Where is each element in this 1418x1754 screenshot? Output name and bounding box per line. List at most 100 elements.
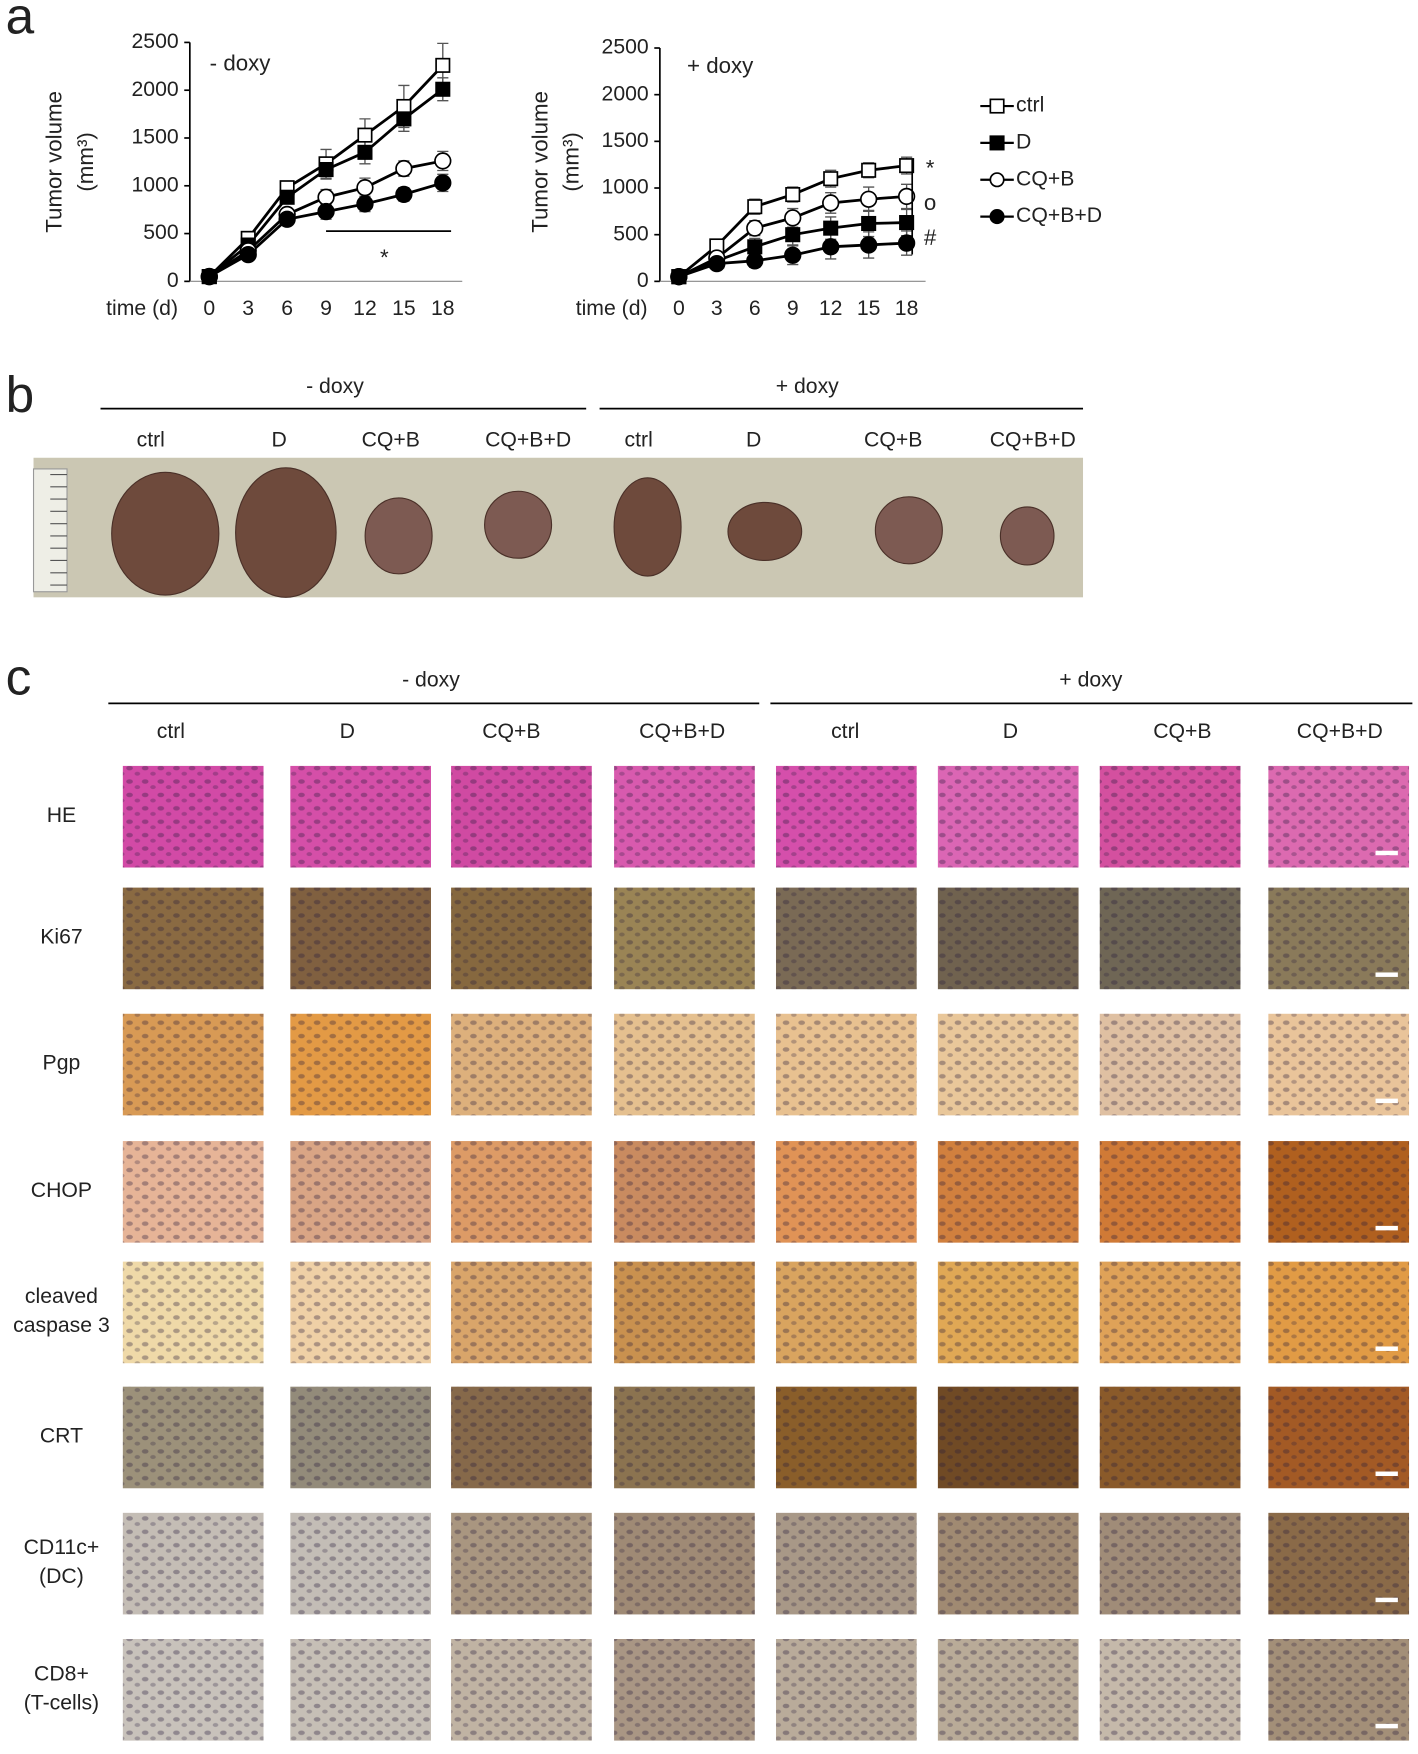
marker [746,252,764,270]
marker [784,246,802,264]
micrograph-texture [1268,1261,1410,1364]
row-label: caspase 3 [13,1314,110,1337]
micrograph-texture [614,887,755,990]
micrograph-texture [775,1639,917,1741]
micrograph-texture [614,1141,755,1243]
x-tick-label: 6 [749,297,761,320]
marker [899,215,915,231]
x-tick-label: 9 [787,297,799,320]
micrograph-texture [1099,1013,1241,1116]
micrograph-texture [122,1512,264,1615]
legend-marker [989,172,1005,188]
marker [670,268,688,286]
scale-bar [1375,1471,1398,1476]
micrograph-texture [451,1512,592,1615]
y-tick-label: 2500 [602,36,649,59]
marker [897,187,916,206]
legend-marker [989,209,1005,225]
marker [357,127,373,143]
micrograph-texture [775,1141,917,1243]
scale-bar [1375,1098,1398,1104]
tumor [235,467,337,598]
marker [200,267,218,286]
micrograph-texture [1268,1639,1410,1741]
marker [395,185,413,204]
column-label: CQ+B [482,720,540,743]
micrograph-texture [1099,887,1241,990]
marker [860,236,878,254]
marker [435,81,451,97]
micrograph-texture [937,1013,1079,1116]
legend-marker [989,98,1005,114]
micrograph-texture [614,1512,755,1615]
column-label: D [746,429,761,452]
micrograph-texture [290,887,431,990]
significance-mark: * [380,245,389,270]
row-label: CRT [40,1425,83,1448]
micrograph-texture [1099,1261,1241,1364]
marker [239,245,257,264]
marker [784,209,802,227]
y-tick-label: 1000 [602,176,649,199]
micrograph-texture [1099,1141,1241,1243]
marker [279,189,295,205]
micrograph-texture [937,1639,1079,1741]
column-label: CQ+B+D [639,720,725,743]
micrograph-texture [937,1141,1079,1243]
column-label: CQ+B [864,429,922,452]
micrograph-texture [122,765,264,868]
column-label: D [1003,720,1018,743]
y-tick-label: 0 [167,269,179,292]
micrograph-texture [1268,887,1410,990]
y-tick-label: 2000 [602,82,649,105]
x-axis-label: time (d) [576,297,648,320]
y-tick-label: 1500 [602,129,649,152]
tumor [999,506,1055,566]
marker [395,159,413,178]
significance-mark: * [926,156,935,181]
micrograph-texture [122,1141,264,1243]
micrograph-texture [937,887,1079,990]
row-label: CHOP [31,1179,92,1202]
x-tick-label: 15 [857,297,881,320]
micrograph-texture [122,1386,264,1489]
column-label: CQ+B+D [485,429,571,452]
micrograph-texture [775,1512,917,1615]
y-tick-label: 2000 [131,78,178,101]
micrograph-texture [1268,1386,1410,1489]
marker [785,227,801,243]
x-tick-label: 12 [819,297,843,320]
micrograph-texture [937,1386,1079,1489]
marker [317,188,335,206]
micrograph-texture [1268,1512,1410,1615]
marker [860,190,878,208]
marker [317,202,335,221]
marker [822,194,840,212]
micrograph-texture [122,1639,264,1741]
micrograph-texture [775,1013,917,1116]
x-tick-label: 0 [673,297,685,320]
x-tick-label: 3 [242,297,254,320]
row-label: cleaved [25,1285,98,1308]
legend-marker [989,135,1005,151]
marker [357,144,373,160]
scale-bar [1375,1723,1398,1729]
micrograph-texture [775,1261,917,1364]
micrograph-texture [614,765,755,868]
marker [822,238,840,256]
legend-label: CQ+B+D [1016,204,1102,227]
y-tick-label: 500 [613,222,648,245]
micrograph-texture [290,1386,431,1489]
y-tick-label: 1500 [131,126,178,149]
y-axis-label: (mm³) [73,132,98,191]
y-tick-label: 1000 [131,173,178,196]
scale-bar [1375,972,1398,977]
marker [861,215,877,232]
x-tick-label: 0 [203,297,215,320]
x-tick-label: 15 [392,297,416,320]
micrograph-texture [451,1013,592,1116]
marker [434,174,452,192]
marker [746,219,764,237]
micrograph-texture [290,1013,431,1116]
